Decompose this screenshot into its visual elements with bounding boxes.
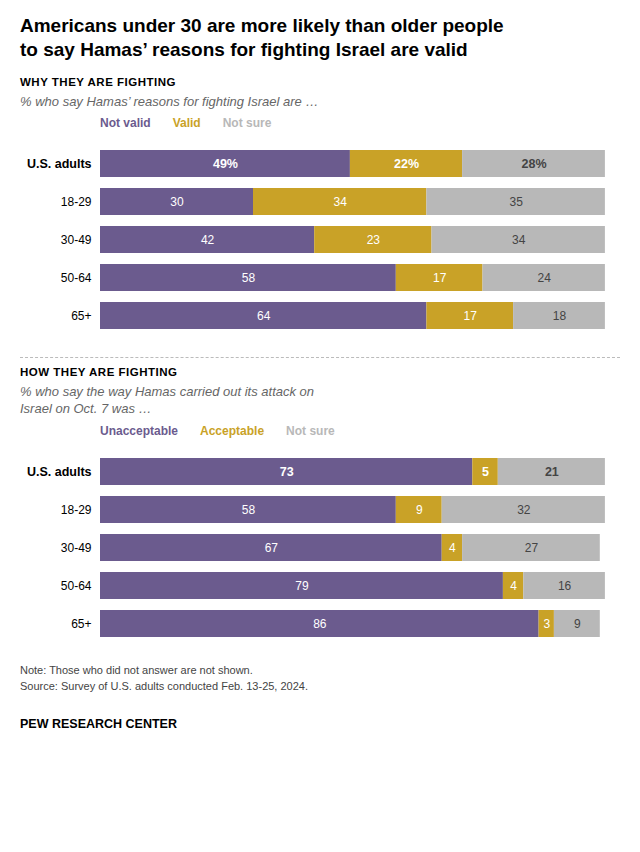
- html-text:Not sure: Not sure: [286, 424, 335, 439]
- svg-text:U.S. adults: U.S. adults: [27, 157, 92, 171]
- html-text:Unacceptable: Unacceptable: [100, 424, 178, 439]
- svg-text:50-64: 50-64: [61, 271, 92, 285]
- svg-text:4: 4: [449, 541, 456, 555]
- svg-text:9: 9: [416, 503, 423, 517]
- svg-text:22%: 22%: [394, 157, 419, 171]
- svg-text:30-49: 30-49: [61, 541, 92, 555]
- svg-text:58: 58: [242, 271, 256, 285]
- svg-text:28%: 28%: [521, 157, 546, 171]
- svg-text:9: 9: [574, 617, 581, 631]
- svg-text:18-29: 18-29: [61, 503, 92, 517]
- svg-text:17: 17: [464, 309, 478, 323]
- svg-text:18: 18: [553, 309, 567, 323]
- svg-text:U.S. adults: U.S. adults: [27, 465, 92, 479]
- html-text:% who say the way Hamas carrie: % who say the way Hamas carried out its …: [20, 384, 315, 417]
- html-text:Americans under 30 are more li: Americans under 30 are more likely than …: [20, 15, 504, 60]
- svg-text:30-49: 30-49: [61, 233, 92, 247]
- html-text:Note: Those who did not answer: Note: Those who did not answer are not s…: [20, 664, 253, 677]
- svg-text:32: 32: [517, 503, 531, 517]
- html-text:Valid: Valid: [172, 116, 201, 131]
- svg-text:49%: 49%: [213, 157, 238, 171]
- svg-text:34: 34: [512, 233, 526, 247]
- svg-text:4: 4: [510, 579, 517, 593]
- svg-text:58: 58: [242, 503, 256, 517]
- html-text:% who say Hamas’ reasons for f: % who say Hamas’ reasons for fighting Is…: [20, 93, 319, 109]
- svg-text:16: 16: [558, 579, 572, 593]
- svg-text:79: 79: [295, 579, 309, 593]
- html-text:Not valid: Not valid: [100, 116, 151, 131]
- svg-text:35: 35: [509, 195, 523, 209]
- html-text:HOW THEY ARE FIGHTING: HOW THEY ARE FIGHTING: [20, 366, 178, 379]
- svg-text:21: 21: [545, 465, 559, 479]
- svg-text:3: 3: [543, 617, 550, 631]
- svg-text:5: 5: [482, 465, 489, 479]
- svg-text:64: 64: [257, 309, 271, 323]
- svg-text:18-29: 18-29: [61, 195, 92, 209]
- svg-text:86: 86: [313, 617, 327, 631]
- svg-text:42: 42: [201, 233, 215, 247]
- svg-text:30: 30: [170, 195, 184, 209]
- svg-text:73: 73: [280, 465, 294, 479]
- svg-text:65+: 65+: [71, 617, 91, 631]
- svg-text:27: 27: [525, 541, 539, 555]
- svg-text:23: 23: [367, 233, 381, 247]
- svg-text:65+: 65+: [71, 309, 91, 323]
- html-text:Not sure: Not sure: [222, 116, 272, 131]
- svg-text:34: 34: [334, 195, 348, 209]
- svg-text:67: 67: [265, 541, 279, 555]
- html-text:Acceptable: Acceptable: [200, 424, 265, 439]
- svg-text:50-64: 50-64: [61, 579, 92, 593]
- html-text:Source: Survey of U.S. adults: Source: Survey of U.S. adults conducted …: [20, 680, 308, 693]
- html-text:PEW RESEARCH CENTER: PEW RESEARCH CENTER: [20, 717, 177, 731]
- html-text:WHY THEY ARE FIGHTING: WHY THEY ARE FIGHTING: [20, 75, 176, 88]
- svg-text:24: 24: [538, 271, 552, 285]
- svg-text:17: 17: [433, 271, 447, 285]
